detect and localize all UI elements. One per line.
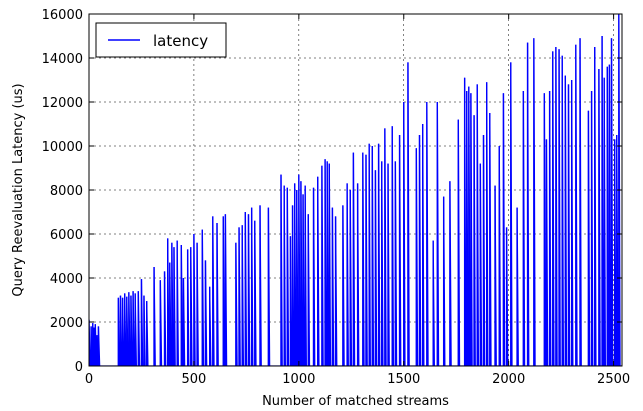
legend-label-latency: latency <box>153 32 208 50</box>
y-tick-label: 4000 <box>50 272 83 287</box>
y-tick-label: 14000 <box>42 52 83 67</box>
x-axis-ticks: 0 500 1000 1500 2000 2500 <box>85 14 630 387</box>
x-tick-label: 500 <box>182 372 207 387</box>
y-axis-ticks: 0 2000 4000 6000 8000 10000 12000 14000 16000 <box>42 8 622 375</box>
x-tick-label: 1500 <box>387 372 420 387</box>
legend: latency <box>95 22 227 58</box>
x-axis-label: Number of matched streams <box>262 394 449 409</box>
y-tick-label: 12000 <box>42 96 83 111</box>
x-tick-label: 1000 <box>282 372 315 387</box>
x-tick-label: 2500 <box>597 372 630 387</box>
x-tick-label: 0 <box>85 372 93 387</box>
y-tick-label: 8000 <box>50 184 83 199</box>
y-tick-label: 10000 <box>42 140 83 155</box>
y-tick-label: 6000 <box>50 228 83 243</box>
series-layer <box>89 14 622 366</box>
y-tick-label: 16000 <box>42 8 83 23</box>
y-axis-label: Query Reevaluation Latency (us) <box>11 83 26 296</box>
y-tick-label: 0 <box>75 360 83 375</box>
x-tick-label: 2000 <box>492 372 525 387</box>
y-tick-label: 2000 <box>50 316 83 331</box>
